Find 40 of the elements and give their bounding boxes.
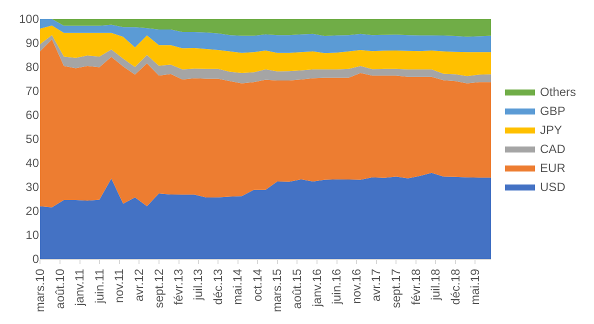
y-tick-label: 20 (26, 204, 40, 218)
x-tick-label: oct.14 (250, 268, 265, 302)
x-tick-label: mars.15 (270, 268, 284, 312)
legend-label: Others (540, 85, 576, 100)
x-tick-label: févr.18 (408, 268, 423, 305)
x-tick-label: mai.14 (230, 268, 245, 305)
x-tick-label: mai.19 (468, 268, 482, 305)
y-tick-label: 10 (26, 228, 40, 242)
x-tick-label: avr.12 (132, 268, 146, 302)
x-tick-label: sept.12 (152, 268, 166, 308)
legend-label: GBP (540, 104, 566, 118)
legend-label: EUR (540, 161, 566, 176)
y-tick-label: 90 (26, 36, 40, 50)
x-tick-label: mars.10 (32, 268, 47, 312)
x-tick-label: août.10 (52, 268, 67, 309)
y-tick-label: 40 (26, 156, 40, 170)
y-tick-label: 60 (26, 108, 40, 122)
x-tick-label: janv.11 (72, 268, 87, 307)
x-tick-label: janv.16 (310, 268, 324, 308)
y-tick-label: 30 (26, 180, 40, 194)
x-tick-label: juil.18 (428, 268, 442, 302)
y-tick-label: 80 (26, 60, 40, 74)
x-tick-label: avr.17 (369, 268, 384, 302)
y-tick-label: 100 (18, 12, 40, 26)
x-tick-label: nov.16 (350, 268, 364, 304)
y-tick-label: 0 (32, 252, 40, 266)
x-tick-label: nov.11 (112, 268, 126, 304)
y-tick-label: 70 (26, 84, 40, 98)
x-tick-label: déc.13 (211, 268, 226, 305)
x-tick-label: févr.13 (172, 268, 186, 305)
legend-label: JPY (540, 123, 562, 138)
x-tick-label: juin.16 (330, 268, 344, 306)
legend-label: CAD (540, 142, 566, 156)
x-tick-label: déc.18 (448, 268, 462, 305)
x-tick-label: juin.11 (92, 268, 106, 304)
x-tick-label: juil.13 (191, 268, 206, 302)
x-tick-label: août.15 (290, 268, 304, 309)
y-tick-label: 50 (26, 132, 40, 146)
x-tick-label: sept.17 (389, 268, 404, 308)
legend-label: USD (540, 180, 566, 194)
